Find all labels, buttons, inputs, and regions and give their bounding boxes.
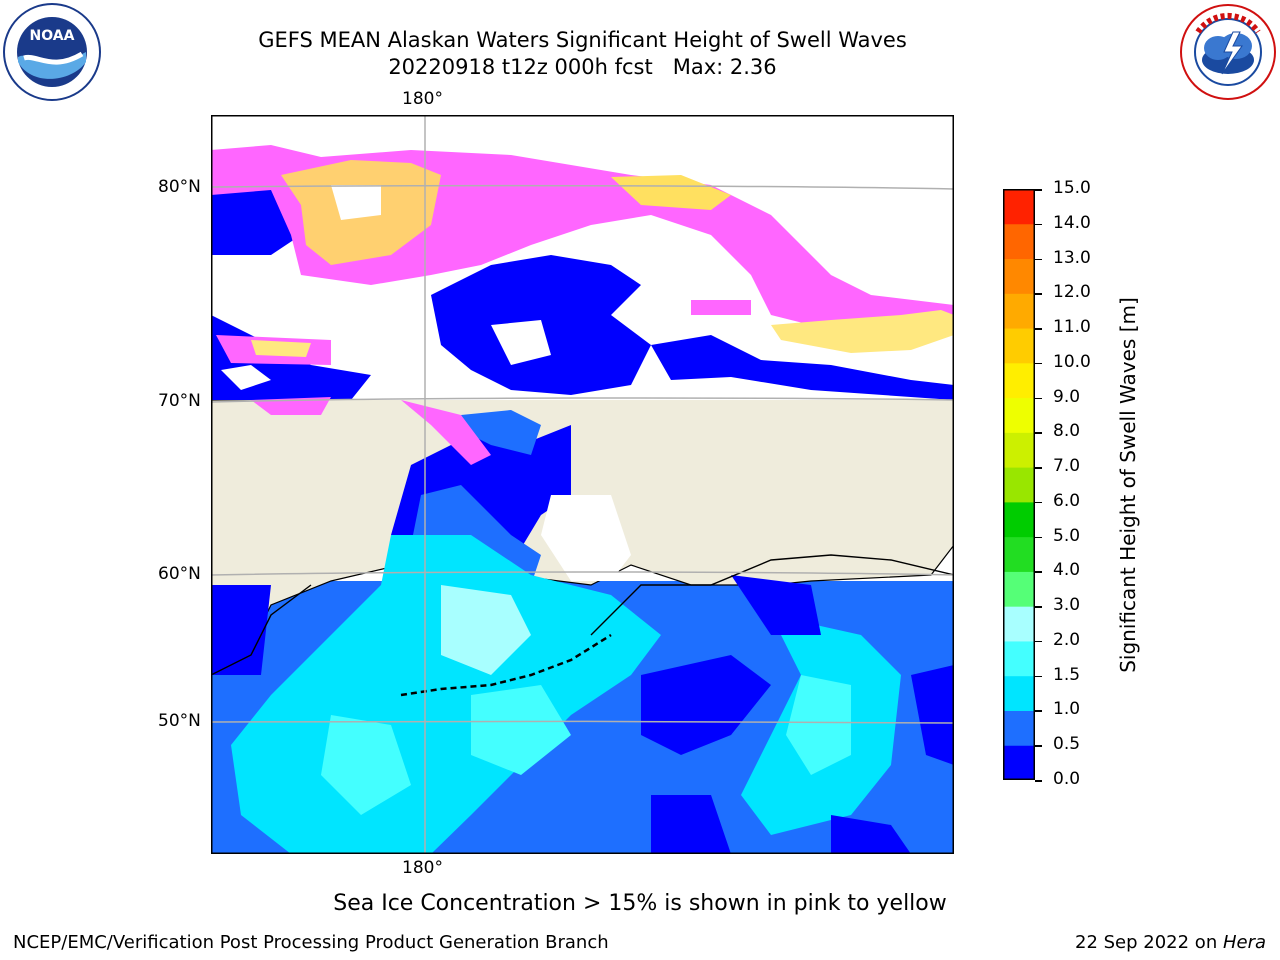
colorbar-segment: [1003, 501, 1035, 538]
bering-white-ice-free: [541, 495, 631, 581]
lat-label-60: 60°N: [158, 564, 201, 584]
colorbar-segment: [1003, 432, 1035, 468]
colorbar-tick-mark: [1035, 328, 1042, 330]
colorbar-tick-mark: [1035, 467, 1042, 469]
colorbar-tick-label: 6.0: [1053, 490, 1081, 511]
calm-pocket-3: [651, 795, 731, 854]
lon-label-top: 180°: [402, 89, 443, 109]
calm-pocket-6: [731, 575, 821, 635]
colorbar-segment: [1003, 397, 1035, 433]
chart-subtitle: 20220918 t12z 000h fcst Max: 2.36: [388, 55, 777, 79]
chart-title: GEFS MEAN Alaskan Waters Significant Hei…: [258, 28, 907, 52]
aleutian-islands: [400, 633, 612, 697]
colorbar-tick-label: 0.5: [1053, 734, 1081, 755]
alaska-south-coast: [590, 554, 954, 636]
colorbar-segment: [1003, 606, 1035, 642]
lat-label-50: 50°N: [158, 711, 201, 731]
colorbar-tick-label: 7.0: [1053, 456, 1081, 477]
colorbar-tick-label: 8.0: [1053, 421, 1081, 442]
colorbar-tick-label: 13.0: [1053, 247, 1091, 268]
colorbar-tick-label: 5.0: [1053, 525, 1081, 546]
colorbar-segment: [1003, 467, 1035, 503]
colorbar-tick-label: 14.0: [1053, 212, 1091, 233]
colorbar-tick-mark: [1035, 362, 1042, 365]
colorbar-tick-mark: [1035, 432, 1042, 434]
colorbar-tick-label: 0.0: [1053, 769, 1081, 789]
noaa-logo-text: NOAA: [30, 28, 75, 44]
colorbar-segment: [1003, 745, 1035, 780]
colorbar-segment: [1003, 293, 1035, 329]
colorbar-tick-label: 9.0: [1053, 386, 1081, 407]
calm-pocket-4: [911, 665, 954, 765]
sea-ice-note: Sea Ice Concentration > 15% is shown in …: [333, 891, 947, 916]
colorbar-tick-label: 2.0: [1053, 629, 1081, 650]
colorbar-tick-mark: [1035, 710, 1042, 712]
colorbar-tick-mark: [1035, 258, 1042, 261]
lat-label-70: 70°N: [158, 391, 201, 411]
colorbar-tick-mark: [1035, 640, 1042, 643]
lon-label-bottom: 180°: [402, 858, 443, 878]
calm-pocket-1: [211, 585, 271, 675]
colorbar-label: Significant Height of Swell Waves [m]: [1116, 297, 1140, 673]
colorbar-tick-mark: [1035, 189, 1042, 191]
colorbar-segment: [1003, 571, 1035, 607]
sea-ice-core-2: [611, 175, 731, 210]
map-frame: [211, 115, 954, 854]
colorbar-segment: [1003, 362, 1035, 399]
graticule: [211, 115, 954, 854]
swell-light-4: [786, 675, 851, 775]
colorbar-tick-mark: [1035, 745, 1042, 747]
colorbar-segment: [1003, 328, 1035, 364]
colorbar-segment: [1003, 675, 1035, 711]
colorbar-tick-label: 1.5: [1053, 664, 1081, 685]
colorbar: [1003, 189, 1035, 780]
swell-light-2: [471, 685, 571, 775]
colorbar-segment: [1003, 258, 1035, 294]
footer-date-text: 22 Sep 2022 on: [1075, 932, 1223, 953]
colorbar-tick-mark: [1035, 536, 1042, 539]
colorbar-tick-mark: [1035, 571, 1042, 573]
colorbar-tick-label: 11.0: [1053, 317, 1091, 338]
colorbar-tick-label: 4.0: [1053, 560, 1081, 581]
colorbar-tick-mark: [1035, 606, 1042, 608]
colorbar-tick-label: 10.0: [1053, 351, 1091, 372]
colorbar-tick-mark: [1035, 780, 1042, 782]
swell-light-3: [321, 715, 411, 815]
calm-pocket-5: [831, 815, 911, 854]
colorbar-segment: [1003, 223, 1035, 260]
lat-label-80: 80°N: [158, 177, 201, 197]
map-panel: [211, 115, 954, 854]
sea-ice-hole: [331, 185, 381, 220]
nws-logo-icon: [1180, 4, 1276, 100]
colorbar-segment: [1003, 710, 1035, 746]
colorbar-tick-mark: [1035, 675, 1042, 678]
footer-date: 22 Sep 2022 on Hera: [1075, 932, 1266, 953]
colorbar-tick-label: 15.0: [1053, 178, 1091, 198]
colorbar-tick-mark: [1035, 501, 1042, 504]
colorbar-tick-mark: [1035, 293, 1042, 295]
colorbar-segment: [1003, 640, 1035, 677]
calm-pocket-2: [641, 655, 771, 755]
sea-ice-patch-3: [401, 400, 491, 465]
chukchi-band: [461, 410, 541, 455]
kamchatka-coast: [211, 584, 312, 676]
swell-light-1: [441, 585, 531, 675]
colorbar-segment: [1003, 536, 1035, 572]
colorbar-tick-label: 3.0: [1053, 595, 1081, 616]
colorbar-tick-mark: [1035, 223, 1042, 226]
arctic-blue-4: [651, 335, 954, 400]
noaa-logo-icon: NOAA: [3, 3, 101, 101]
sea-ice-core-3: [771, 310, 954, 353]
footer-credit: NCEP/EMC/Verification Post Processing Pr…: [13, 932, 609, 953]
colorbar-tick-label: 1.0: [1053, 699, 1081, 720]
colorbar-segment: [1003, 189, 1035, 225]
sea-ice-patch-2: [691, 300, 751, 315]
colorbar-tick-mark: [1035, 397, 1042, 400]
footer-host: Hera: [1222, 932, 1266, 953]
colorbar-tick-label: 12.0: [1053, 282, 1091, 303]
